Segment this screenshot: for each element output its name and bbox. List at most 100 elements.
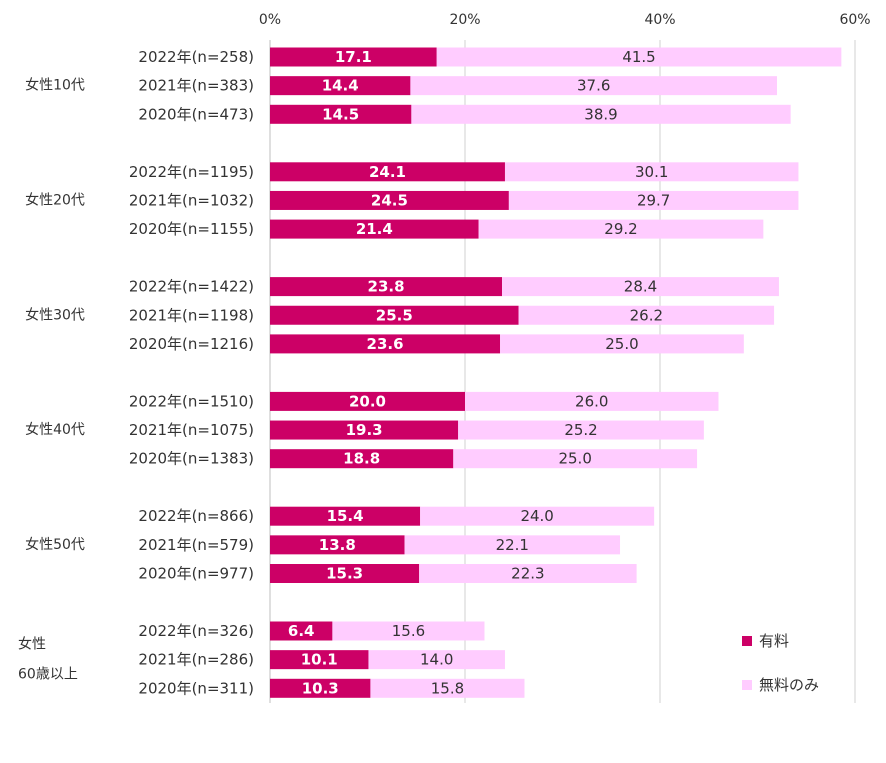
category-label: 2022年(n=258): [138, 48, 254, 66]
data-label: 23.8: [368, 278, 405, 296]
group-label: 女性20代: [25, 191, 85, 208]
data-label: 38.9: [584, 105, 617, 123]
category-label: 2021年(n=286): [138, 651, 254, 669]
legend-label: 有料: [759, 632, 789, 650]
category-label: 2020年(n=1383): [129, 450, 254, 468]
bar-segment: [270, 506, 421, 526]
bar-segment: [270, 535, 405, 555]
x-tick-label: 60%: [839, 12, 870, 28]
data-label: 29.2: [604, 220, 637, 238]
bar-segment: [508, 190, 799, 210]
bar-segment: [270, 76, 411, 96]
data-label: 29.7: [637, 191, 670, 209]
data-label: 25.2: [564, 421, 597, 439]
data-label: 14.4: [322, 77, 359, 95]
bar-segment: [502, 277, 779, 297]
data-label: 24.5: [371, 191, 408, 209]
bar-segment: [270, 334, 501, 354]
data-label: 26.0: [575, 392, 608, 410]
data-label: 17.1: [335, 48, 372, 66]
bar-segment: [500, 334, 744, 354]
data-label: 15.4: [327, 507, 364, 525]
data-label: 22.3: [511, 565, 544, 583]
data-label: 6.4: [288, 622, 315, 640]
category-label: 2020年(n=977): [138, 565, 254, 583]
category-label: 2022年(n=326): [138, 622, 254, 640]
group-label: 女性10代: [25, 77, 85, 94]
data-label: 37.6: [577, 77, 610, 95]
data-label: 14.0: [420, 651, 453, 669]
bar-segment: [270, 104, 412, 124]
data-label: 20.0: [349, 392, 386, 410]
bar-segment: [465, 391, 719, 411]
category-label: 2022年(n=1422): [129, 278, 254, 296]
data-label: 18.8: [343, 450, 380, 468]
bar-segment: [270, 621, 333, 641]
category-label: 2020年(n=473): [138, 105, 254, 123]
bar-segment: [270, 47, 437, 67]
data-label: 15.3: [326, 565, 363, 583]
category-label: 2020年(n=1216): [129, 335, 254, 353]
data-label: 19.3: [346, 421, 383, 439]
category-label: 2021年(n=383): [138, 77, 254, 95]
bar-segment: [270, 678, 371, 698]
bar-segment: [370, 678, 525, 698]
legend-label: 無料のみ: [759, 676, 819, 694]
data-label: 15.8: [431, 679, 464, 697]
bar-segment: [270, 564, 420, 583]
category-label: 2021年(n=579): [138, 536, 254, 554]
data-label: 41.5: [622, 48, 655, 66]
data-label: 26.2: [630, 306, 663, 324]
bar-segment: [411, 104, 791, 124]
data-label: 25.5: [376, 306, 413, 324]
bar-segment: [270, 391, 465, 411]
bar-segment: [458, 420, 704, 440]
bar-segment: [404, 535, 621, 555]
bar-segment: [270, 219, 479, 239]
legend-swatch: [742, 636, 752, 646]
group-label: 女性50代: [25, 536, 85, 553]
bar-segment: [410, 76, 777, 96]
data-label: 24.0: [520, 507, 553, 525]
legend-swatch: [742, 680, 752, 690]
bar-segment: [270, 305, 519, 325]
data-label: 28.4: [624, 278, 657, 296]
group-label: 60歳以上: [18, 667, 78, 683]
data-label: 10.3: [302, 679, 339, 697]
bar-segment: [504, 162, 799, 182]
data-label: 10.1: [301, 651, 338, 669]
group-label: 女性40代: [25, 421, 85, 438]
category-label: 2022年(n=1510): [129, 392, 254, 410]
category-label: 2022年(n=866): [138, 507, 254, 525]
bar-segment: [270, 650, 369, 670]
group-label: 女性: [18, 636, 46, 653]
category-label: 2022年(n=1195): [129, 163, 254, 181]
data-label: 30.1: [635, 163, 668, 181]
x-tick-label: 20%: [449, 12, 480, 28]
bar-segment: [332, 621, 485, 641]
bar-segment: [368, 650, 505, 670]
data-label: 13.8: [319, 536, 356, 554]
bar-segment: [518, 305, 775, 325]
x-tick-label: 40%: [644, 12, 675, 28]
bar-segment: [270, 449, 454, 469]
data-label: 24.1: [369, 163, 406, 181]
data-label: 21.4: [356, 220, 393, 238]
data-label: 14.5: [322, 105, 359, 123]
bar-segment: [453, 449, 698, 469]
bar-segment: [270, 162, 505, 182]
data-label: 25.0: [558, 450, 591, 468]
x-tick-label: 0%: [259, 12, 281, 28]
category-label: 2020年(n=311): [138, 679, 254, 697]
bar-segment: [436, 47, 842, 67]
group-label: 女性30代: [25, 306, 85, 323]
data-label: 15.6: [392, 622, 425, 640]
bar-segment: [270, 277, 503, 297]
data-label: 22.1: [496, 536, 529, 554]
category-label: 2021年(n=1075): [129, 421, 254, 439]
category-label: 2021年(n=1198): [129, 306, 254, 324]
bar-segment: [270, 420, 459, 440]
data-label: 25.0: [605, 335, 638, 353]
bar-segment: [419, 564, 637, 583]
